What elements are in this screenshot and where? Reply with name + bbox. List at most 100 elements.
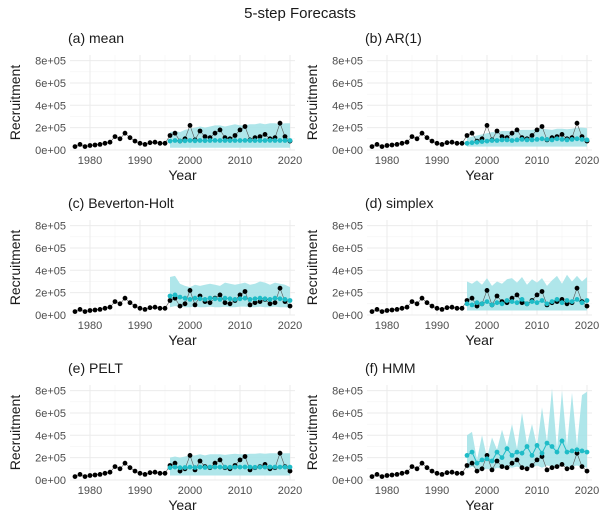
facet-panel-3: (d) simplex 0e+00 2e+05 4e+05 6e+05 8e+05 1980… <box>304 195 599 348</box>
observed-point <box>87 473 93 478</box>
forecast-point <box>272 295 278 301</box>
forecast-point <box>494 449 500 455</box>
observed-point <box>404 469 410 475</box>
forecast-point <box>257 138 263 143</box>
forecast-point <box>197 138 203 143</box>
facet-panel-2: (c) Beverton-Holt 0e+00 2e+05 4e+05 6e+05 8e+… <box>7 195 302 348</box>
observed-point <box>107 304 113 310</box>
observed-point <box>469 460 475 466</box>
x-tick-label: 2020 <box>575 485 599 497</box>
observed-point <box>77 307 83 312</box>
forecast-point <box>539 450 545 456</box>
observed-point <box>464 133 470 138</box>
observed-point <box>399 140 405 146</box>
observed-point <box>464 298 470 303</box>
observed-point <box>237 457 243 463</box>
y-tick-label: 8e+05 <box>35 56 66 68</box>
observed-point <box>162 470 168 476</box>
observed-point <box>137 140 143 146</box>
panel-label: (f) HMM <box>365 360 416 376</box>
forecast-point <box>187 138 193 143</box>
observed-point <box>212 130 218 136</box>
facet-panel-4: (e) PELT 0e+00 2e+05 4e+05 6e+05 8e+05 1980 199… <box>7 360 302 513</box>
observed-point <box>479 466 485 472</box>
forecast-point <box>574 447 580 453</box>
forecast-point <box>519 450 525 456</box>
observed-point <box>574 285 580 291</box>
forecast-point <box>499 455 505 460</box>
observed-point <box>87 308 93 313</box>
forecast-point <box>514 449 520 455</box>
forecast-point <box>172 138 178 143</box>
observed-point <box>569 465 575 471</box>
x-tick-label: 1980 <box>78 485 102 497</box>
y-tick-label: 0e+00 <box>332 310 363 322</box>
forecast-point <box>227 296 233 302</box>
observed-point <box>564 466 570 472</box>
observed-point <box>112 134 118 140</box>
observed-point <box>82 144 88 150</box>
observed-point <box>132 138 138 144</box>
x-tick-label: 2000 <box>475 155 499 167</box>
observed-point <box>187 123 193 128</box>
observed-point <box>127 135 133 141</box>
observed-point <box>524 466 530 472</box>
forecast-point <box>509 299 515 304</box>
forecast-point <box>539 136 545 142</box>
forecast-point <box>192 295 198 301</box>
x-tick-label: 2010 <box>525 320 549 332</box>
observed-point <box>117 466 123 472</box>
forecast-point <box>252 464 258 470</box>
forecast-point <box>222 138 228 143</box>
observed-point <box>454 140 460 146</box>
panel-label: (c) Beverton-Holt <box>68 195 174 211</box>
observed-point <box>449 469 455 475</box>
forecast-point <box>569 137 575 142</box>
observed-point <box>434 140 440 146</box>
forecast-point <box>534 137 540 142</box>
observed-point <box>534 457 540 463</box>
x-axis-title: Year <box>168 332 197 348</box>
observed-point <box>384 308 390 313</box>
observed-point <box>152 304 158 310</box>
forecast-point <box>514 137 520 143</box>
observed-point <box>277 450 283 456</box>
observed-point <box>389 307 395 313</box>
y-tick-label: 6e+05 <box>35 408 66 420</box>
observed-point <box>152 139 158 145</box>
observed-point <box>177 303 183 309</box>
observed-point <box>137 470 143 476</box>
forecast-point <box>464 140 470 146</box>
forecast-point <box>237 464 243 470</box>
forecast-point <box>242 464 248 470</box>
forecast-point <box>559 137 565 142</box>
observed-point <box>72 309 78 314</box>
forecast-point <box>282 464 288 470</box>
observed-point <box>177 468 183 474</box>
forecast-point <box>564 298 570 303</box>
y-tick-label: 6e+05 <box>332 408 363 420</box>
x-tick-label: 2000 <box>178 485 202 497</box>
observed-point <box>454 305 460 311</box>
observed-point <box>484 453 490 458</box>
forecast-point <box>504 446 510 452</box>
observed-point <box>142 307 148 312</box>
forecast-point <box>272 138 278 143</box>
y-tick-label: 0e+00 <box>35 310 66 322</box>
observed-point <box>267 301 273 307</box>
observed-point <box>187 453 193 458</box>
forecast-point <box>544 137 550 142</box>
panel-label: (a) mean <box>68 30 124 46</box>
observed-point <box>162 305 168 311</box>
forecast-point <box>182 138 188 144</box>
forecast-point <box>474 460 480 466</box>
x-tick-label: 2020 <box>278 155 302 167</box>
observed-point <box>157 140 163 146</box>
observed-point <box>419 460 425 466</box>
observed-point <box>519 300 525 306</box>
forecast-point <box>187 464 193 470</box>
observed-point <box>379 309 385 314</box>
forecast-point <box>529 137 535 143</box>
x-tick-label: 2020 <box>575 320 599 332</box>
forecast-point <box>257 464 263 470</box>
